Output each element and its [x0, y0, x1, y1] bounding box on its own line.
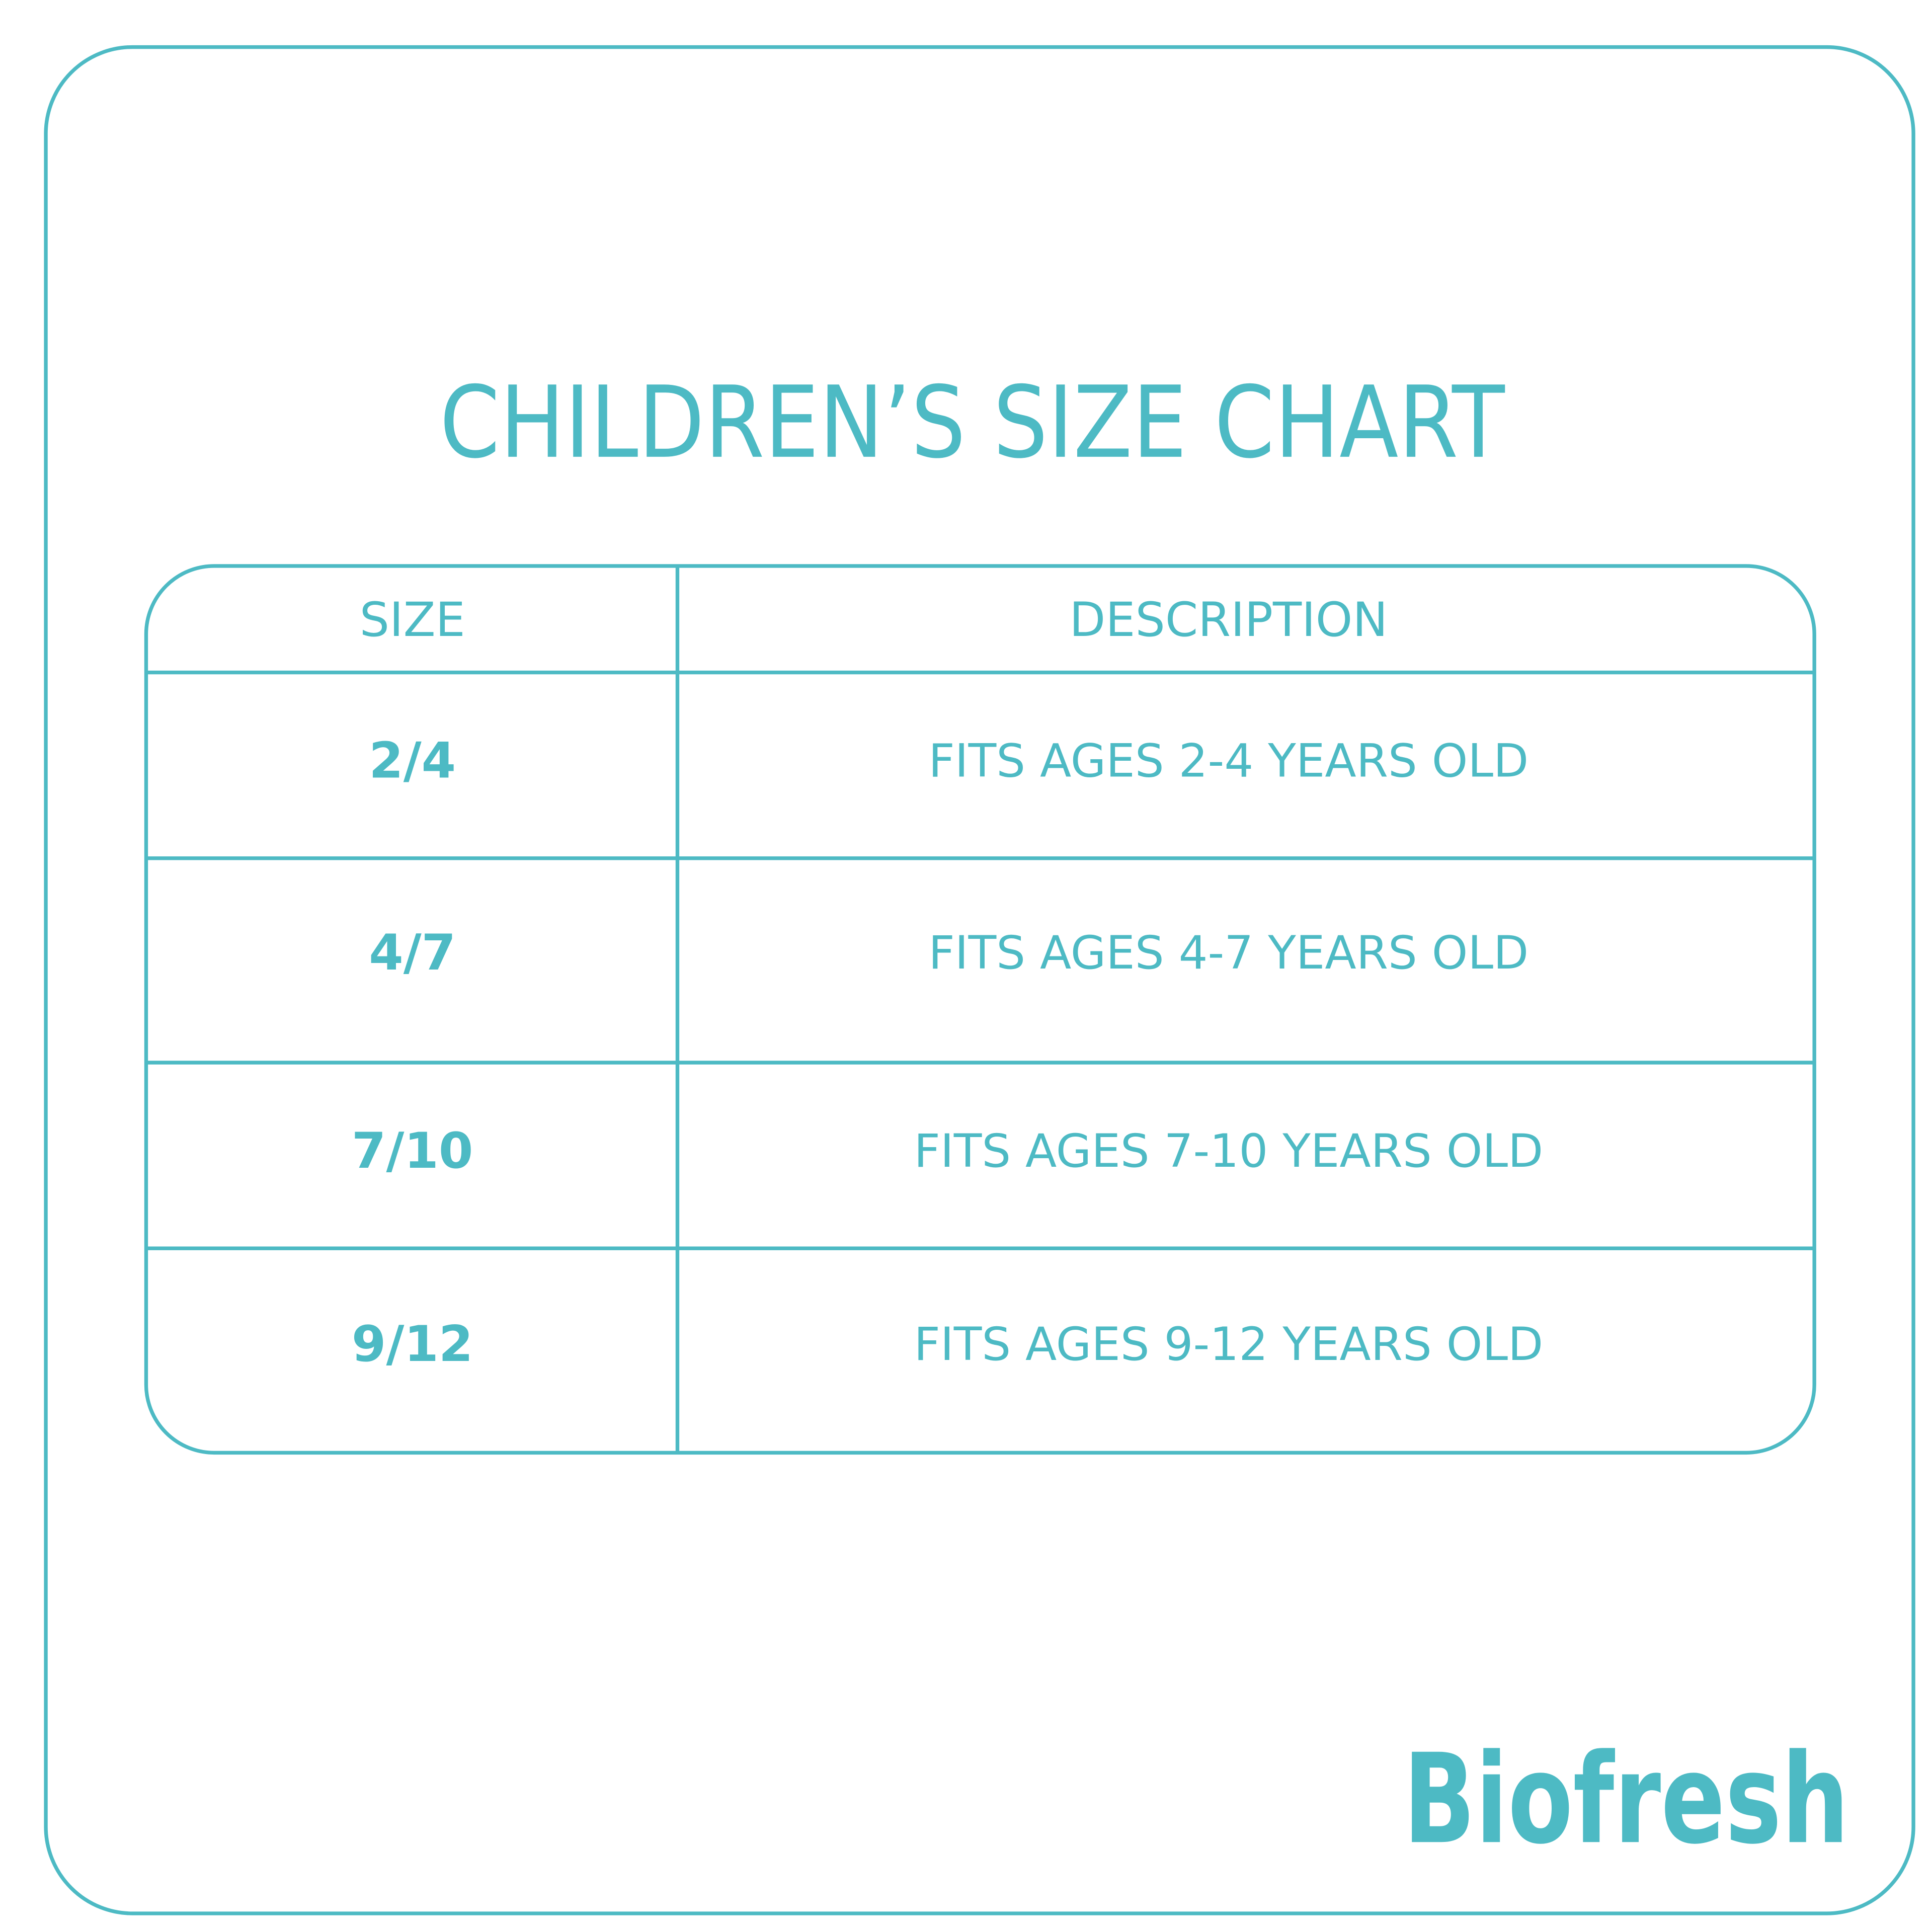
column-header: SIZE: [360, 593, 465, 648]
description-cell: FITS AGES 7-10 YEARS OLD: [914, 1124, 1543, 1178]
size-cell: 4/7: [369, 924, 456, 982]
size-cell: 7/10: [352, 1122, 473, 1180]
brand-logo: Biofresh: [1403, 1728, 1849, 1872]
description-cell: FITS AGES 4-7 YEARS OLD: [928, 926, 1528, 980]
table-border: [144, 564, 1816, 1455]
description-cell: FITS AGES 9-12 YEARS OLD: [914, 1318, 1543, 1371]
title: CHILDREN’S SIZE CHART: [440, 365, 1505, 480]
size-cell: 2/4: [369, 733, 456, 790]
table: SIZE DESCRIPTION 2/4 FITS AGES 2-4 YEARS OL…: [146, 593, 1815, 1373]
size-cell: 9/12: [352, 1316, 473, 1373]
card-border: [44, 45, 1915, 1915]
column-header: DESCRIPTION: [1069, 593, 1388, 648]
description-cell: FITS AGES 2-4 YEARS OLD: [928, 735, 1528, 788]
